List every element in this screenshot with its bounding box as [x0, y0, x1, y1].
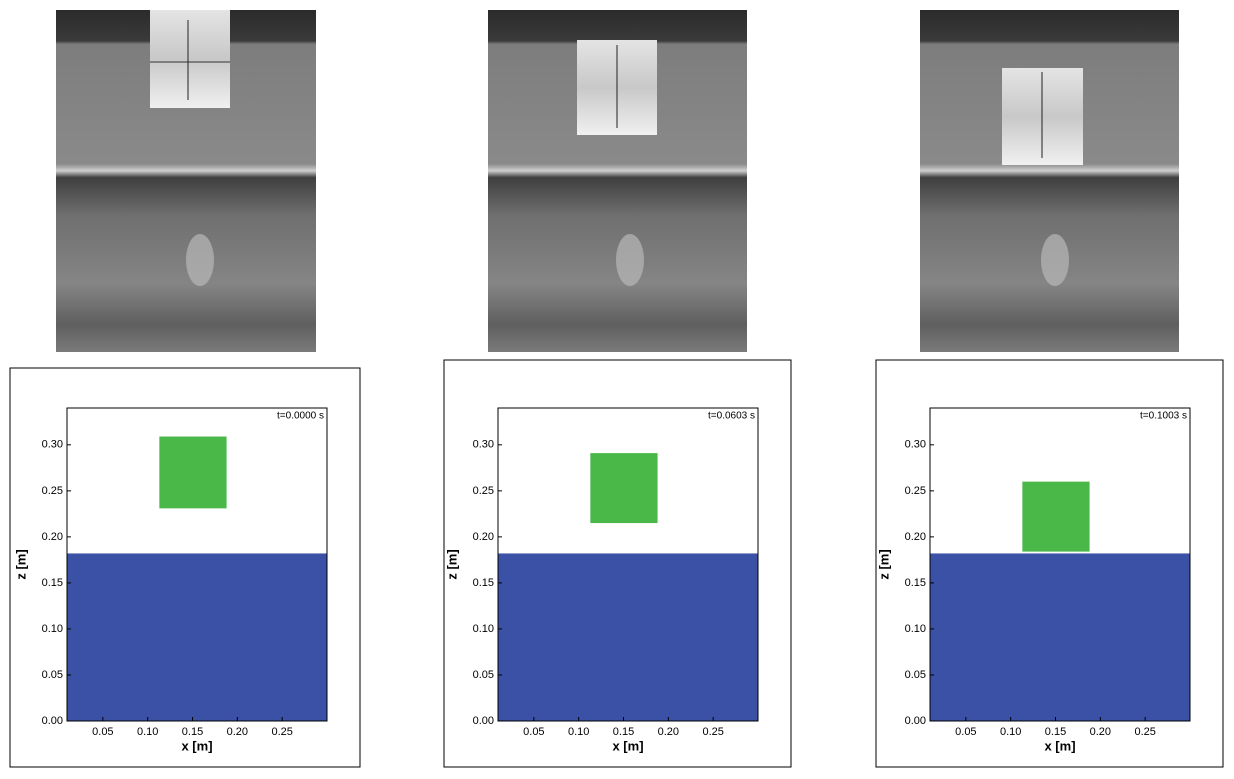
y-tick-label: 0.05 — [473, 669, 494, 681]
y-tick-label: 0.05 — [42, 669, 63, 681]
x-tick-label: 0.15 — [182, 726, 203, 738]
y-tick-label: 0.20 — [905, 531, 926, 543]
y-tick-label: 0.25 — [905, 485, 926, 497]
y-tick-label: 0.10 — [42, 623, 63, 635]
chart: 0.05 0.10 0.15 0.20 0.25 0.00 0.05 0.10 0.15 0.20… — [443, 359, 792, 768]
x-tick-label: 0.15 — [613, 726, 634, 738]
photo — [488, 10, 747, 352]
water — [498, 553, 758, 721]
x-tick-label: 0.05 — [955, 726, 976, 738]
y-axis-label: z [m] — [13, 549, 28, 579]
x-tick-label: 0.25 — [702, 726, 723, 738]
body — [159, 436, 227, 509]
y-tick-label: 0.25 — [42, 485, 63, 497]
x-tick-label: 0.20 — [227, 726, 248, 738]
chart: 0.05 0.10 0.15 0.20 0.25 0.00 0.05 0.10 0.15 0.20… — [875, 359, 1224, 768]
y-tick-label: 0.30 — [473, 439, 494, 451]
photo — [56, 10, 316, 352]
x-tick-label: 0.10 — [568, 726, 589, 738]
x-tick-label: 0.15 — [1045, 726, 1066, 738]
y-tick-label: 0.20 — [42, 531, 63, 543]
body — [1022, 481, 1090, 552]
x-tick-label: 0.05 — [92, 726, 113, 738]
y-tick-label: 0.00 — [905, 715, 926, 727]
x-axis-label: x [m] — [1044, 738, 1075, 753]
y-tick-label: 0.15 — [473, 577, 494, 589]
y-tick-label: 0.15 — [42, 577, 63, 589]
x-tick-label: 0.05 — [523, 726, 544, 738]
plot-frame — [929, 407, 1191, 722]
y-axis-label: z [m] — [876, 549, 891, 579]
water — [67, 553, 327, 721]
x-tick-label: 0.25 — [1134, 726, 1155, 738]
y-tick-label: 0.15 — [905, 577, 926, 589]
y-tick-label: 0.30 — [42, 439, 63, 451]
y-tick-label: 0.00 — [473, 715, 494, 727]
y-tick-label: 0.05 — [905, 669, 926, 681]
x-tick-label: 0.10 — [137, 726, 158, 738]
annotation: t=0.0603 s — [708, 411, 755, 422]
y-tick-label: 0.10 — [473, 623, 494, 635]
y-tick-label: 0.00 — [42, 715, 63, 727]
y-axis-label: z [m] — [444, 549, 459, 579]
plot-frame — [497, 407, 759, 722]
photo — [920, 10, 1179, 352]
x-tick-label: 0.25 — [271, 726, 292, 738]
plot-frame — [66, 407, 328, 722]
chart: 0.05 0.10 0.15 0.20 0.25 0.00 0.05 0.10 0.15 0.20… — [9, 367, 361, 768]
y-tick-label: 0.25 — [473, 485, 494, 497]
y-tick-label: 0.10 — [905, 623, 926, 635]
y-tick-label: 0.20 — [473, 531, 494, 543]
annotation: t=0.1003 s — [1140, 411, 1187, 422]
y-tick-label: 0.30 — [905, 439, 926, 451]
x-tick-label: 0.20 — [658, 726, 679, 738]
x-axis-label: x [m] — [181, 738, 212, 753]
x-tick-label: 0.20 — [1090, 726, 1111, 738]
water — [930, 553, 1190, 721]
body — [590, 453, 658, 524]
x-axis-label: x [m] — [612, 738, 643, 753]
annotation: t=0.0000 s — [277, 411, 324, 422]
x-tick-label: 0.10 — [1000, 726, 1021, 738]
